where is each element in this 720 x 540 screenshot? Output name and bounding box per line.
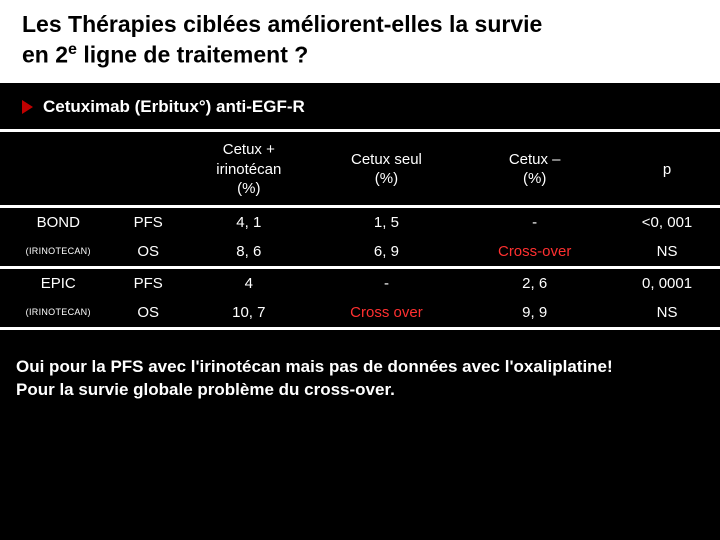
study-cell: EPIC bbox=[0, 267, 116, 298]
value-a: 8, 6 bbox=[180, 237, 318, 266]
conclusion: Oui pour la PFS avec l'irinotécan mais p… bbox=[0, 330, 720, 402]
value-p: <0, 001 bbox=[614, 206, 720, 237]
value-b: 6, 9 bbox=[318, 237, 456, 266]
value-p: NS bbox=[614, 298, 720, 327]
metric-cell: PFS bbox=[116, 267, 180, 298]
table-row: EPICPFS4-2, 60, 0001 bbox=[0, 267, 720, 298]
table-body: BONDPFS4, 11, 5-<0, 001(IRINOTECAN)OS8, … bbox=[0, 205, 720, 329]
value-c: 2, 6 bbox=[455, 267, 614, 298]
value-p: NS bbox=[614, 237, 720, 266]
study-name: EPIC bbox=[4, 275, 112, 292]
hdr-a3: (%) bbox=[184, 179, 314, 199]
title-sup: e bbox=[68, 40, 77, 58]
hdr-a1: Cetux + bbox=[184, 140, 314, 160]
study-note: (IRINOTECAN) bbox=[4, 246, 112, 256]
value-a: 4, 1 bbox=[180, 206, 318, 237]
results-table: Cetux + irinotécan (%) Cetux seul (%) Ce… bbox=[0, 134, 720, 330]
subheading-text: Cetuximab (Erbitux°) anti-EGF-R bbox=[43, 97, 305, 117]
subheading-row: Cetuximab (Erbitux°) anti-EGF-R bbox=[0, 83, 720, 127]
value-b: Cross over bbox=[318, 298, 456, 327]
hdr-c2: (%) bbox=[459, 169, 610, 189]
value-c: - bbox=[455, 206, 614, 237]
hdr-a2: irinotécan bbox=[184, 160, 314, 180]
value-p: 0, 0001 bbox=[614, 267, 720, 298]
value-c: 9, 9 bbox=[455, 298, 614, 327]
footer-line1: Oui pour la PFS avec l'irinotécan mais p… bbox=[16, 356, 704, 379]
divider-top bbox=[0, 129, 720, 132]
metric-cell: PFS bbox=[116, 206, 180, 237]
study-name: BOND bbox=[4, 214, 112, 231]
study-note: (IRINOTECAN) bbox=[4, 307, 112, 317]
value-b: - bbox=[318, 267, 456, 298]
hdr-c1: Cetux – bbox=[459, 150, 610, 170]
value-c: Cross-over bbox=[455, 237, 614, 266]
table-row: (IRINOTECAN) OS10, 7Cross over9, 9NS bbox=[0, 298, 720, 327]
study-cell: BOND bbox=[0, 206, 116, 237]
title-block: Les Thérapies ciblées améliorent-elles l… bbox=[0, 0, 720, 83]
table-row: BONDPFS4, 11, 5-<0, 001 bbox=[0, 206, 720, 237]
metric-cell: OS bbox=[116, 237, 180, 266]
metric-cell: OS bbox=[116, 298, 180, 327]
value-b: 1, 5 bbox=[318, 206, 456, 237]
value-a: 4 bbox=[180, 267, 318, 298]
hdr-b1: Cetux seul bbox=[322, 150, 452, 170]
title-line2-post: ligne de traitement ? bbox=[77, 41, 308, 67]
hdr-p: p bbox=[614, 134, 720, 205]
study-cell: (IRINOTECAN) bbox=[0, 298, 116, 327]
bullet-arrow-icon bbox=[22, 100, 33, 114]
table-header: Cetux + irinotécan (%) Cetux seul (%) Ce… bbox=[0, 134, 720, 205]
hdr-b2: (%) bbox=[322, 169, 452, 189]
title-line1: Les Thérapies ciblées améliorent-elles l… bbox=[22, 11, 542, 37]
study-cell: (IRINOTECAN) bbox=[0, 237, 116, 266]
table-row: (IRINOTECAN) OS8, 66, 9Cross-overNS bbox=[0, 237, 720, 266]
footer-line2: Pour la survie globale problème du cross… bbox=[16, 379, 704, 402]
title-line2-pre: en 2 bbox=[22, 41, 68, 67]
value-a: 10, 7 bbox=[180, 298, 318, 327]
page-title: Les Thérapies ciblées améliorent-elles l… bbox=[22, 10, 698, 69]
